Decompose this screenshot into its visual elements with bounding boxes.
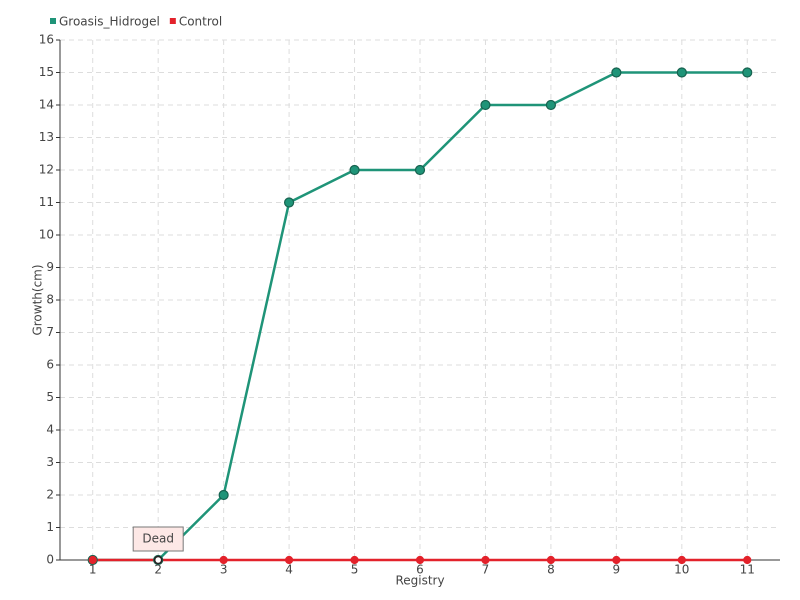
data-point [546,555,556,565]
x-tick-label: 1 [89,563,97,577]
y-tick-label: 7 [46,325,54,339]
x-tick-label: 8 [547,563,555,577]
x-axis-label: Registry [395,574,444,588]
x-tick-label: 7 [482,563,490,577]
data-point [219,555,228,565]
y-tick-label: 6 [46,358,54,372]
data-point [481,555,490,565]
data-point [88,555,97,565]
y-tick-label: 14 [39,98,54,112]
data-point [743,555,752,565]
y-tick-label: 0 [46,553,54,567]
data-point [415,555,425,565]
series-line [92,71,748,562]
y-tick-label: 10 [39,228,54,242]
data-point [612,555,621,565]
y-tick-label: 9 [46,260,54,274]
legend-swatch [169,18,176,24]
y-tick-label: 5 [46,390,54,404]
x-tick-label: 11 [740,563,755,577]
data-point [350,555,359,565]
y-tick-label: 1 [46,520,54,534]
data-point [349,164,360,176]
data-point [742,67,753,78]
data-point [284,555,294,565]
data-point [677,555,686,565]
x-tick-label: 2 [154,563,162,577]
x-tick-label: 10 [674,563,689,577]
x-tick-label: 6 [416,563,424,577]
x-tick-label: 9 [613,563,621,577]
y-tick-label: 12 [39,163,54,177]
data-point [545,99,557,111]
y-tick-label: 2 [46,488,54,502]
legend-label: Control [179,15,222,29]
data-point [218,489,229,501]
y-tick-label: 8 [46,293,54,307]
x-tick-label: 3 [220,563,228,577]
y-tick-label: 16 [39,33,54,47]
y-tick-label: 4 [46,423,54,437]
tooltip-box [132,526,184,552]
data-point [611,67,622,78]
data-point [414,164,426,176]
y-tick-label: 11 [39,195,54,209]
x-tick-label: 5 [351,563,359,577]
highlight-point [153,555,163,565]
legend-label: Groasis_Hidrogel [59,15,160,29]
legend-swatch [50,18,56,24]
y-axis-label: Growth(cm) [31,264,45,335]
data-point [480,99,491,111]
x-tick-label: 4 [285,563,293,577]
tooltip-text: Dead [142,532,174,546]
y-tick-label: 15 [39,65,54,79]
data-point [676,67,687,78]
y-tick-label: 3 [46,455,54,469]
y-tick-label: 13 [39,130,54,144]
data-point [283,197,295,208]
